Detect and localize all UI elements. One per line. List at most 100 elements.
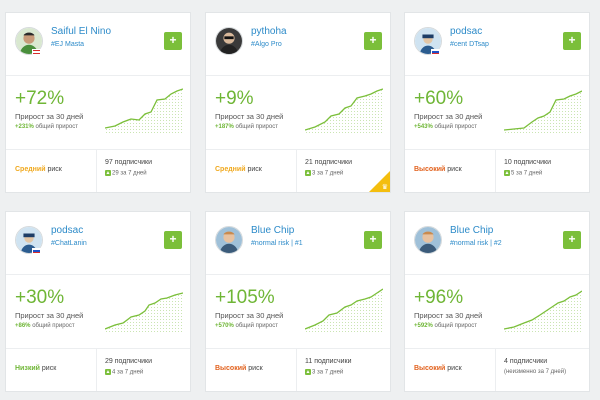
total-growth-value: +570%: [215, 323, 234, 329]
up-arrow-icon: ▲: [504, 170, 510, 176]
monthly-growth-label: Прирост за 30 дней: [15, 311, 84, 320]
card-header: Blue Chip #normal risk | #1 +: [206, 212, 390, 275]
avatar[interactable]: [414, 226, 442, 254]
monthly-growth-value: +30%: [15, 287, 65, 308]
strategy-tag-link[interactable]: #normal risk | #1: [251, 240, 303, 247]
top-badge: [368, 171, 390, 192]
strategy-tag-link[interactable]: #EJ Masta: [51, 41, 85, 48]
strategy-card[interactable]: pythoha #Algo Pro + +9% Прирост за 30 дн…: [205, 12, 391, 193]
weekly-subscribers: ▲ 3 за 7 дней: [305, 369, 343, 376]
strategy-card[interactable]: podsac #cent DTsap + +60% Прирост за 30 …: [404, 12, 590, 193]
card-footer: Высокий риск 11 подписчики ▲ 3 за 7 дней: [206, 349, 390, 391]
strategy-tag-link[interactable]: #ChatLanin: [51, 240, 87, 247]
card-header: podsac #ChatLanin +: [6, 212, 190, 275]
card-stats: +72% Прирост за 30 дней +231% общий прир…: [6, 76, 190, 150]
risk-word: Низкий: [15, 365, 40, 372]
total-growth-value: +592%: [414, 323, 433, 329]
footer-divider: [495, 150, 496, 192]
strategy-card[interactable]: Saiful El Nino #EJ Masta + +72% Прирост …: [5, 12, 191, 193]
risk-suffix: риск: [41, 365, 57, 372]
total-growth: +570% общий прирост: [215, 323, 278, 329]
risk-suffix: риск: [447, 365, 462, 372]
strategy-card[interactable]: Blue Chip #normal risk | #1 + +105% Прир…: [205, 211, 391, 392]
up-arrow-icon: ▲: [305, 369, 311, 375]
risk-suffix: риск: [47, 166, 62, 173]
trader-name-link[interactable]: Blue Chip: [450, 225, 494, 236]
trader-name-link[interactable]: Blue Chip: [251, 225, 295, 236]
follow-button[interactable]: +: [364, 32, 382, 50]
risk-level: Высокий риск: [414, 365, 462, 372]
card-stats: +60% Прирост за 30 дней +543% общий прир…: [405, 76, 589, 150]
total-growth: +231% общий прирост: [15, 124, 78, 130]
trader-name-link[interactable]: Saiful El Nino: [51, 26, 112, 37]
growth-sparkline: [305, 288, 383, 333]
weekly-subscribers-text: 4 за 7 дней: [112, 369, 144, 376]
growth-sparkline: [105, 88, 183, 134]
weekly-subscribers: (неизменно за 7 дней): [504, 369, 566, 375]
strategy-tag-link[interactable]: #cent DTsap: [450, 41, 489, 48]
card-footer: Низкий риск 29 подписчики ▲ 4 за 7 дней: [6, 349, 190, 391]
avatar[interactable]: [215, 27, 243, 55]
card-stats: +30% Прирост за 30 дней +86% общий приро…: [6, 275, 190, 349]
subscriber-count: 4 подписчики: [504, 358, 548, 365]
risk-suffix: риск: [447, 166, 462, 173]
subscriber-count: 29 подписчики: [105, 358, 152, 365]
total-growth: +543% общий прирост: [414, 124, 477, 130]
card-footer: Средний риск 21 подписчики ▲ 3 за 7 дней …: [206, 150, 390, 192]
country-flag: [32, 248, 41, 254]
trader-name-link[interactable]: podsac: [51, 225, 84, 236]
monthly-growth-value: +9%: [215, 88, 254, 109]
growth-sparkline: [105, 292, 183, 333]
weekly-subscribers: ▲ 5 за 7 дней: [504, 170, 542, 177]
footer-divider: [495, 349, 496, 391]
sparkline-area: [105, 89, 183, 134]
strategy-tag-link[interactable]: #Algo Pro: [251, 41, 282, 48]
weekly-subscribers-text: 5 за 7 дней: [511, 170, 543, 177]
follow-button[interactable]: +: [364, 231, 382, 249]
total-growth-label: общий прирост: [434, 323, 477, 329]
risk-level: Средний риск: [15, 166, 62, 173]
total-growth-value: +231%: [15, 124, 34, 130]
subscriber-count: 21 подписчики: [305, 159, 352, 166]
follow-button[interactable]: +: [563, 32, 581, 50]
strategy-tag-link[interactable]: #normal risk | #2: [450, 240, 502, 247]
risk-level: Высокий риск: [215, 365, 263, 372]
up-arrow-icon: ▲: [105, 369, 111, 375]
avatar[interactable]: [215, 226, 243, 254]
sparkline-line: [504, 290, 582, 330]
follow-button[interactable]: +: [164, 231, 182, 249]
sparkline-area: [305, 89, 383, 134]
total-growth: +592% общий прирост: [414, 323, 477, 329]
card-footer: Средний риск 97 подписчики ▲ 29 за 7 дней: [6, 150, 190, 192]
total-growth-label: общий прирост: [434, 124, 477, 130]
follow-button[interactable]: +: [164, 32, 182, 50]
risk-suffix: риск: [248, 365, 263, 372]
total-growth: +187% общий прирост: [215, 124, 278, 130]
trader-name-link[interactable]: podsac: [450, 26, 483, 37]
total-growth: +86% общий прирост: [15, 323, 75, 329]
trader-name-link[interactable]: pythoha: [251, 26, 287, 37]
monthly-growth-label: Прирост за 30 дней: [414, 311, 483, 320]
weekly-subscribers-text: 3 за 7 дней: [312, 170, 344, 177]
growth-sparkline: [504, 290, 582, 333]
card-stats: +96% Прирост за 30 дней +592% общий прир…: [405, 275, 589, 349]
country-flag: [431, 49, 440, 55]
strategy-card[interactable]: podsac #ChatLanin + +30% Прирост за 30 д…: [5, 211, 191, 392]
up-arrow-icon: ▲: [105, 170, 111, 176]
risk-level: Высокий риск: [414, 166, 462, 173]
strategy-card[interactable]: Blue Chip #normal risk | #2 + +96% Приро…: [404, 211, 590, 392]
total-growth-value: +543%: [414, 124, 433, 130]
weekly-subscribers-text: 29 за 7 дней: [112, 170, 147, 177]
monthly-growth-value: +72%: [15, 88, 65, 109]
trophy-icon: ♛: [381, 184, 388, 191]
monthly-growth-value: +60%: [414, 88, 464, 109]
subscriber-count: 10 подписчики: [504, 159, 551, 166]
follow-button[interactable]: +: [563, 231, 581, 249]
sparkline-line: [305, 288, 383, 330]
card-header: podsac #cent DTsap +: [405, 13, 589, 76]
total-growth-value: +187%: [215, 124, 234, 130]
risk-word: Высокий: [215, 365, 247, 372]
up-arrow-icon: ▲: [305, 170, 311, 176]
subscriber-count: 97 подписчики: [105, 159, 152, 166]
footer-divider: [296, 349, 297, 391]
